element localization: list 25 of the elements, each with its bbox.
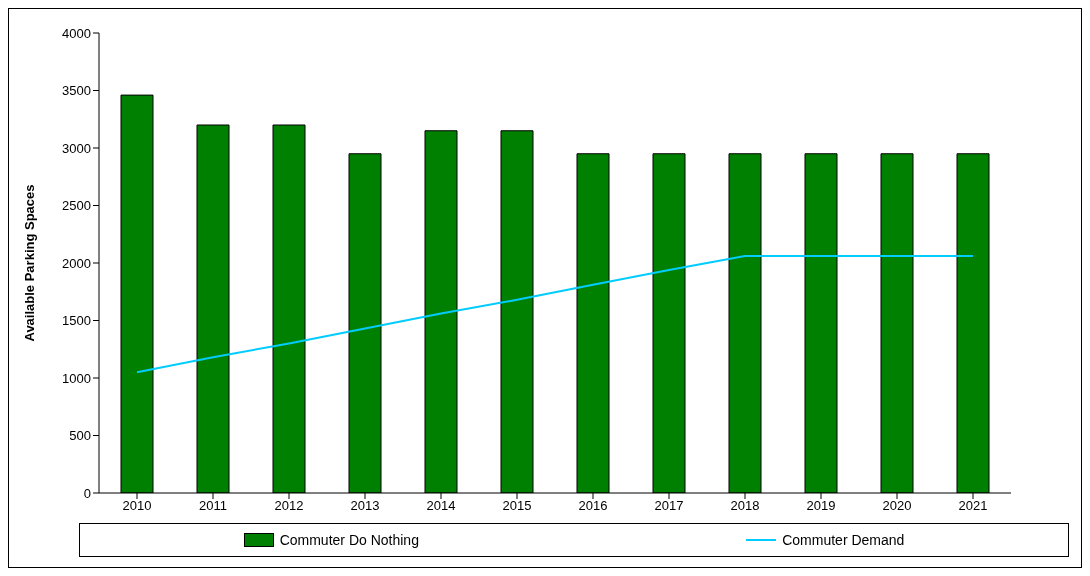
x-tick-label: 2019 [806,498,836,514]
y-tick-label: 2500 [62,198,91,214]
x-tick-label: 2011 [199,498,227,514]
y-tick-label: 2000 [62,255,91,271]
y-tick-label: 0 [83,485,91,501]
line-series [136,255,974,374]
y-tick-label: 500 [69,428,91,444]
legend-label: Commuter Do Nothing [279,532,419,548]
y-tick-label: 3000 [62,140,91,156]
y-tick-label: 1500 [62,313,91,329]
x-tick-label: 2016 [578,498,608,514]
x-tick-label: 2018 [730,498,760,514]
legend-label: Commuter Demand [782,532,905,548]
x-tick-label: 2013 [350,498,380,514]
x-tick-label: 2010 [122,498,152,514]
y-tick-label: 1000 [62,370,91,386]
x-tick-label: 2020 [882,498,912,514]
y-axis-title: Available Parking Spaces [21,184,37,342]
x-tick-label: 2017 [654,498,684,514]
x-tick-label: 2012 [274,498,304,514]
x-tick-label: 2015 [502,498,532,514]
y-tick-label: 3500 [62,83,91,99]
x-tick-label: 2021 [958,498,988,514]
y-tick-label: 4000 [62,25,91,41]
x-tick-label: 2014 [426,498,456,514]
